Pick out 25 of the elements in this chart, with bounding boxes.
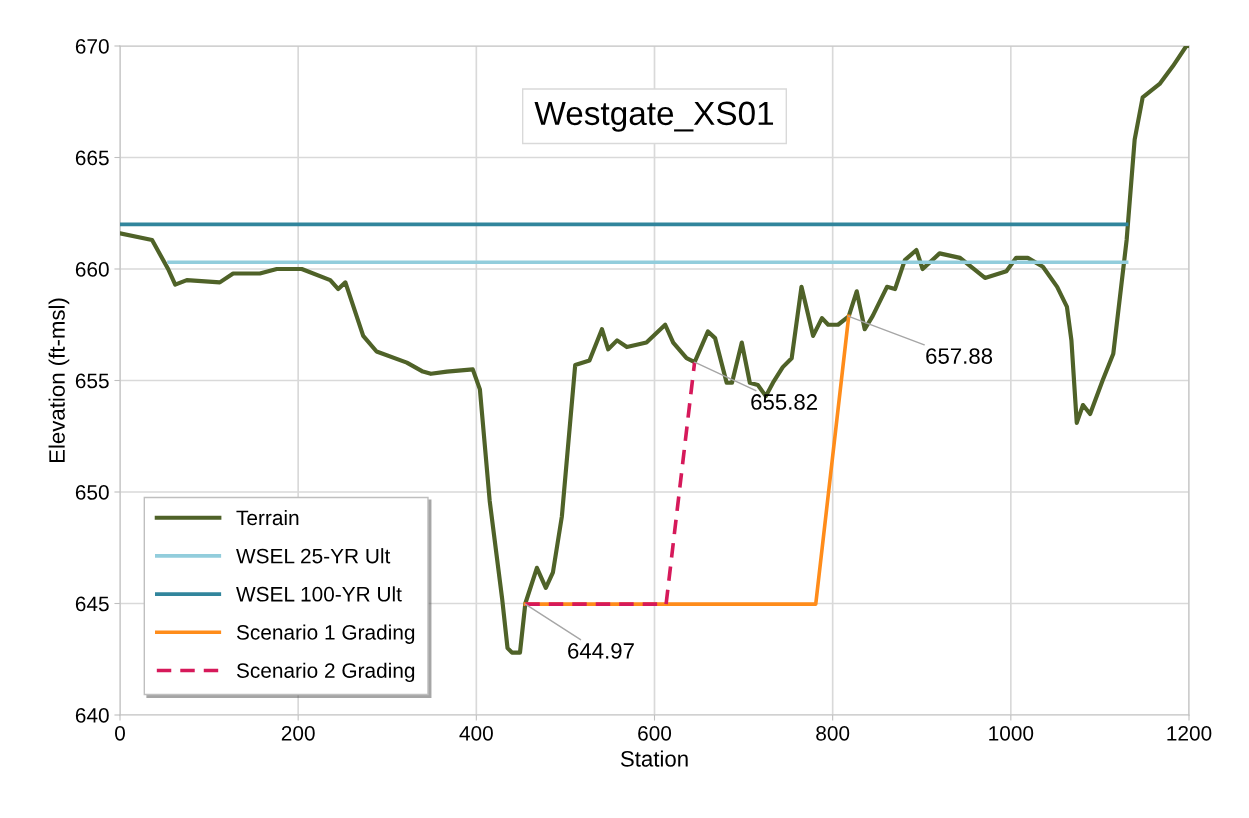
legend-label: WSEL 100-YR Ult [236, 586, 402, 602]
x-axis-title: Station [620, 750, 688, 767]
y-tick-label: 645 [75, 596, 109, 612]
y-tick-label: 660 [75, 262, 109, 277]
annotation: 644.97 [568, 643, 634, 659]
legend-label: Scenario 2 Grading [236, 662, 415, 683]
y-tick-label: 640 [75, 708, 109, 723]
x-tick-label: 1200 [1167, 725, 1212, 741]
x-tick-label: 800 [816, 725, 850, 741]
legend-label: WSEL 25-YR Ult [236, 548, 391, 564]
annotation: 657.88 [926, 348, 993, 364]
x-tick-label: 400 [459, 725, 493, 741]
x-tick-label: 0 [115, 725, 125, 741]
x-tick-label: 600 [638, 725, 672, 741]
y-tick-label: 650 [75, 485, 109, 500]
legend-label: Terrain [236, 509, 299, 526]
x-tick-label: 200 [281, 725, 315, 741]
x-tick-label: 1000 [989, 725, 1034, 741]
y-tick-label: 670 [75, 39, 109, 54]
y-axis-title: Elevation (ft-msl) [48, 298, 70, 463]
annotation: 655.82 [751, 394, 817, 410]
text: Westgate_XS01 [534, 101, 774, 132]
y-tick-label: 655 [75, 373, 109, 389]
y-tick-label: 665 [75, 150, 109, 166]
legend-label: Scenario 1 Grading [236, 624, 415, 644]
